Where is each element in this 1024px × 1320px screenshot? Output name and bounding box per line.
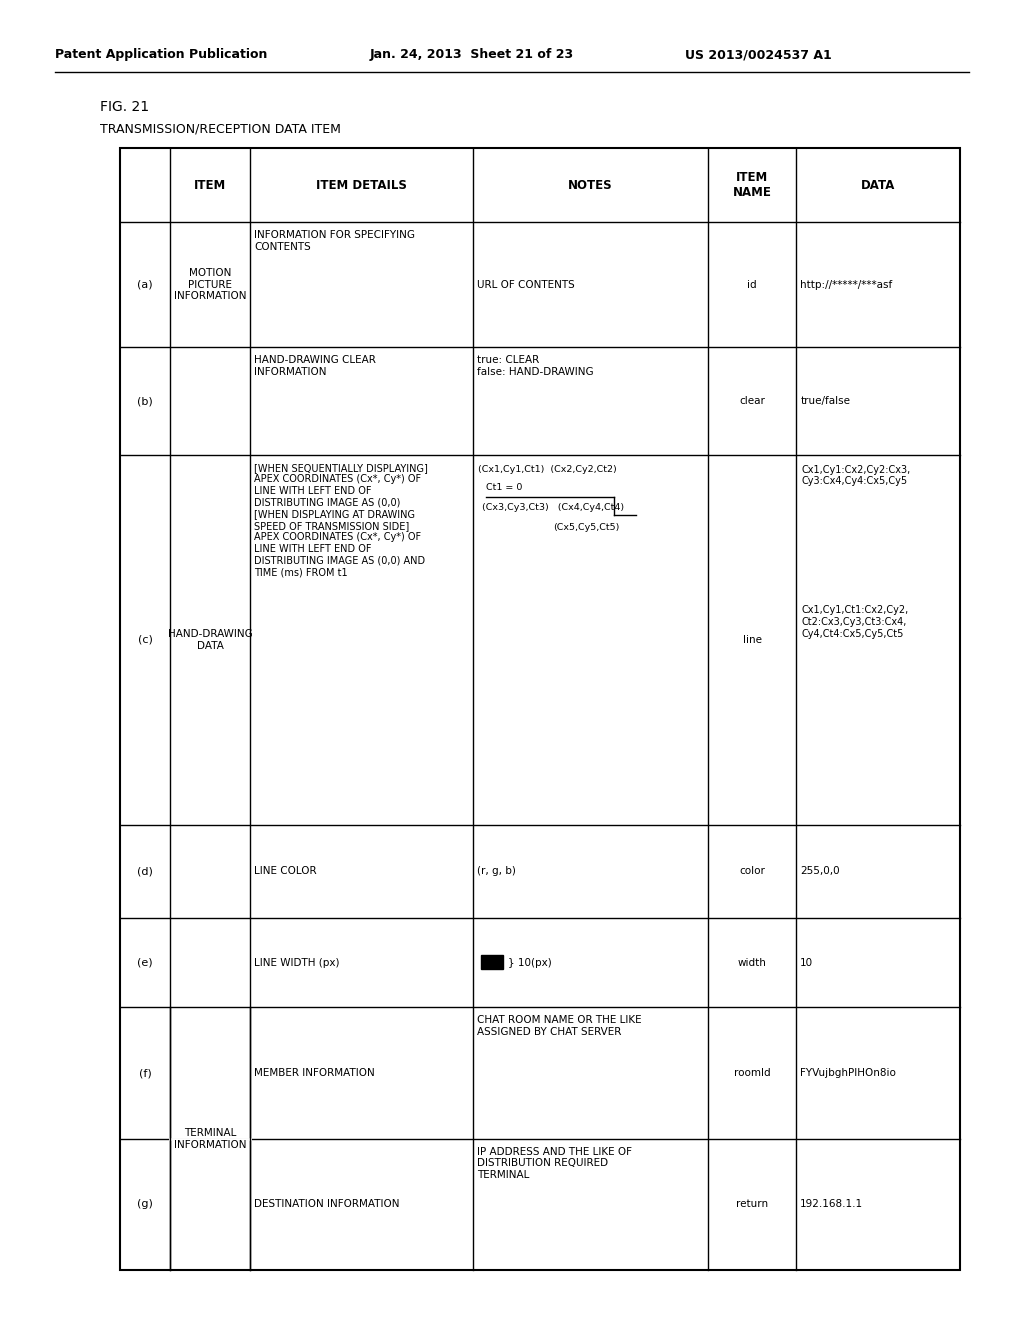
Text: Jan. 24, 2013  Sheet 21 of 23: Jan. 24, 2013 Sheet 21 of 23 bbox=[370, 48, 574, 61]
Text: true: CLEAR
false: HAND-DRAWING: true: CLEAR false: HAND-DRAWING bbox=[477, 355, 594, 378]
Text: (Cx5,Cy5,Ct5): (Cx5,Cy5,Ct5) bbox=[553, 523, 620, 532]
Text: INFORMATION FOR SPECIFYING
CONTENTS: INFORMATION FOR SPECIFYING CONTENTS bbox=[254, 230, 415, 252]
Text: (Cx1,Cy1,Ct1)  (Cx2,Cy2,Ct2): (Cx1,Cy1,Ct1) (Cx2,Cy2,Ct2) bbox=[478, 465, 616, 474]
Text: MEMBER INFORMATION: MEMBER INFORMATION bbox=[254, 1068, 375, 1078]
Text: URL OF CONTENTS: URL OF CONTENTS bbox=[477, 280, 574, 289]
Text: 192.168.1.1: 192.168.1.1 bbox=[800, 1200, 863, 1209]
Text: DESTINATION INFORMATION: DESTINATION INFORMATION bbox=[254, 1200, 399, 1209]
Text: Ct1 = 0: Ct1 = 0 bbox=[485, 483, 522, 492]
Text: (a): (a) bbox=[137, 280, 153, 289]
Text: Patent Application Publication: Patent Application Publication bbox=[55, 48, 267, 61]
Text: (f): (f) bbox=[139, 1068, 152, 1078]
Text: color: color bbox=[739, 866, 765, 876]
Text: (b): (b) bbox=[137, 396, 153, 407]
Text: FYVujbghPIHOn8io: FYVujbghPIHOn8io bbox=[800, 1068, 896, 1078]
Text: LINE WIDTH (px): LINE WIDTH (px) bbox=[254, 957, 340, 968]
Text: IP ADDRESS AND THE LIKE OF
DISTRIBUTION REQUIRED
TERMINAL: IP ADDRESS AND THE LIKE OF DISTRIBUTION … bbox=[477, 1147, 632, 1180]
Text: 255,0,0: 255,0,0 bbox=[800, 866, 840, 876]
Text: width: width bbox=[737, 957, 767, 968]
Text: Cx1,Cy1,Ct1:Cx2,Cy2,
Ct2:Cx3,Cy3,Ct3:Cx4,
Cy4,Ct4:Cx5,Cy5,Ct5: Cx1,Cy1,Ct1:Cx2,Cy2, Ct2:Cx3,Cy3,Ct3:Cx4… bbox=[801, 606, 908, 639]
Text: NOTES: NOTES bbox=[568, 178, 612, 191]
Text: } 10(px): } 10(px) bbox=[508, 957, 552, 968]
Text: CHAT ROOM NAME OR THE LIKE
ASSIGNED BY CHAT SERVER: CHAT ROOM NAME OR THE LIKE ASSIGNED BY C… bbox=[477, 1015, 641, 1038]
Text: HAND-DRAWING
DATA: HAND-DRAWING DATA bbox=[168, 628, 253, 651]
Text: id: id bbox=[748, 280, 757, 289]
Text: ITEM
NAME: ITEM NAME bbox=[732, 172, 771, 199]
Text: (g): (g) bbox=[137, 1200, 154, 1209]
Text: true/false: true/false bbox=[800, 396, 850, 407]
Text: line: line bbox=[742, 635, 762, 644]
Text: MOTION
PICTURE
INFORMATION: MOTION PICTURE INFORMATION bbox=[174, 268, 247, 301]
Text: TRANSMISSION/RECEPTION DATA ITEM: TRANSMISSION/RECEPTION DATA ITEM bbox=[100, 121, 341, 135]
Text: Cx1,Cy1:Cx2,Cy2:Cx3,
Cy3:Cx4,Cy4:Cx5,Cy5: Cx1,Cy1:Cx2,Cy2:Cx3, Cy3:Cx4,Cy4:Cx5,Cy5 bbox=[801, 465, 910, 486]
Text: (e): (e) bbox=[137, 957, 153, 968]
Text: (r, g, b): (r, g, b) bbox=[477, 866, 516, 876]
Bar bbox=[481, 954, 503, 969]
Text: FIG. 21: FIG. 21 bbox=[100, 100, 150, 114]
Text: DATA: DATA bbox=[861, 178, 895, 191]
Text: (d): (d) bbox=[137, 866, 154, 876]
Text: roomId: roomId bbox=[734, 1068, 770, 1078]
Text: 10: 10 bbox=[800, 957, 813, 968]
Text: (c): (c) bbox=[138, 635, 153, 644]
Text: return: return bbox=[736, 1200, 768, 1209]
Text: ITEM DETAILS: ITEM DETAILS bbox=[316, 178, 407, 191]
Text: LINE COLOR: LINE COLOR bbox=[254, 866, 316, 876]
Text: ITEM: ITEM bbox=[195, 178, 226, 191]
Bar bbox=[120, 148, 961, 1270]
Text: US 2013/0024537 A1: US 2013/0024537 A1 bbox=[685, 48, 831, 61]
Text: clear: clear bbox=[739, 396, 765, 407]
Text: [WHEN SEQUENTIALLY DISPLAYING]
APEX COORDINATES (Cx*, Cy*) OF
LINE WITH LEFT END: [WHEN SEQUENTIALLY DISPLAYING] APEX COOR… bbox=[254, 463, 428, 577]
Text: TERMINAL
INFORMATION: TERMINAL INFORMATION bbox=[174, 1127, 247, 1150]
Text: HAND-DRAWING CLEAR
INFORMATION: HAND-DRAWING CLEAR INFORMATION bbox=[254, 355, 376, 378]
Text: (Cx3,Cy3,Ct3)   (Cx4,Cy4,Ct4): (Cx3,Cy3,Ct3) (Cx4,Cy4,Ct4) bbox=[482, 503, 624, 512]
Text: http://*****/***asf: http://*****/***asf bbox=[800, 280, 893, 289]
